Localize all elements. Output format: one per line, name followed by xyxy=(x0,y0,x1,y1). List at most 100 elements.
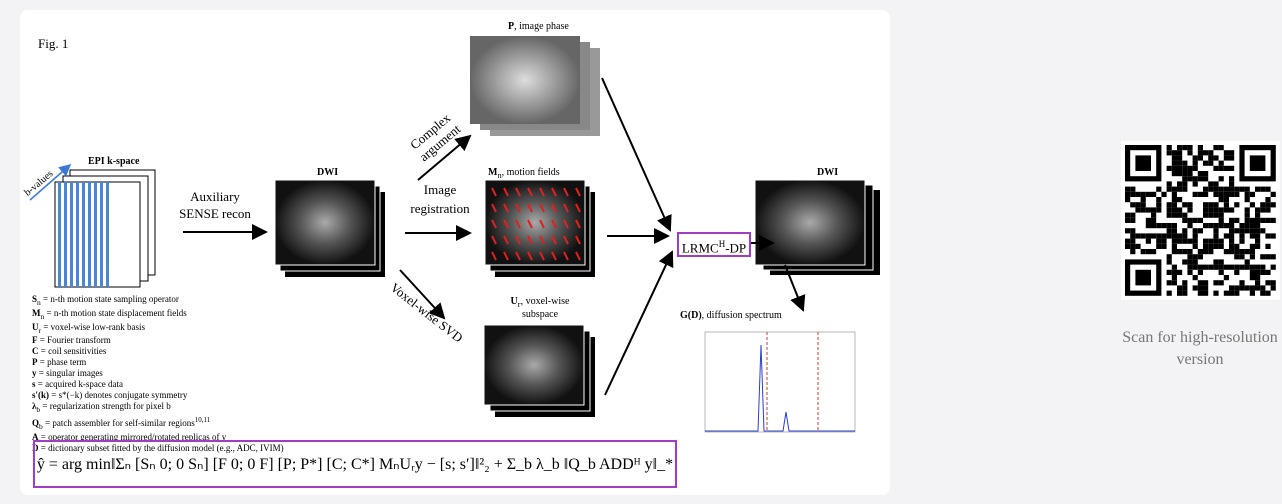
description: = phase term xyxy=(38,357,87,367)
qr-module xyxy=(1172,192,1177,197)
qr-module xyxy=(1234,202,1239,207)
qr-module xyxy=(1177,270,1182,275)
qr-module xyxy=(1245,197,1250,202)
qr-module xyxy=(1245,259,1250,264)
qr-module xyxy=(1203,244,1208,249)
qr-module xyxy=(1193,181,1198,186)
qr-module xyxy=(1245,213,1250,218)
phase-label: P, image phase xyxy=(508,21,569,32)
qr-module xyxy=(1265,254,1270,259)
qr-module xyxy=(1260,228,1265,233)
qr-module xyxy=(1229,265,1234,270)
qr-module xyxy=(1224,192,1229,197)
qr-module xyxy=(1198,285,1203,290)
qr-module xyxy=(1208,187,1213,192)
qr-module xyxy=(1234,187,1239,192)
qr-module xyxy=(1203,280,1208,285)
qr-module xyxy=(1208,155,1213,160)
qr-module xyxy=(1250,223,1255,228)
qr-module xyxy=(1224,291,1229,296)
qr-module xyxy=(1224,275,1229,280)
qr-module xyxy=(1167,280,1172,285)
qr-module xyxy=(1250,228,1255,233)
page: Fig. 1 EPI k-space b-values AuxiliarySEN… xyxy=(0,0,1282,504)
qr-module xyxy=(1219,259,1224,264)
qr-module xyxy=(1151,233,1156,238)
k-space-line xyxy=(82,182,85,287)
qr-module xyxy=(1229,285,1234,290)
qr-module xyxy=(1229,249,1234,254)
qr-module xyxy=(1177,171,1182,176)
qr-module xyxy=(1141,202,1146,207)
qr-module xyxy=(1265,207,1270,212)
qr-module xyxy=(1198,249,1203,254)
qr-module xyxy=(1255,228,1260,233)
qr-module xyxy=(1213,202,1218,207)
qr-module xyxy=(1234,228,1239,233)
text: , diffusion spectrum xyxy=(702,310,782,321)
qr-module xyxy=(1130,233,1135,238)
qr-module xyxy=(1213,244,1218,249)
qr-module xyxy=(1219,197,1224,202)
qr-module xyxy=(1193,166,1198,171)
qr-module xyxy=(1219,218,1224,223)
qr-module xyxy=(1203,192,1208,197)
qr-module xyxy=(1265,187,1270,192)
dwi-in-label: DWI xyxy=(317,167,338,178)
qr-module xyxy=(1198,228,1203,233)
qr-module xyxy=(1187,166,1192,171)
qr-module xyxy=(1167,233,1172,238)
qr-module xyxy=(1250,249,1255,254)
qr-module xyxy=(1229,150,1234,155)
dwi-out-stack xyxy=(755,180,880,275)
qr-module xyxy=(1239,187,1244,192)
qr-module xyxy=(1187,239,1192,244)
epi-stack xyxy=(30,165,155,287)
qr-module xyxy=(1130,228,1135,233)
qr-module xyxy=(1172,150,1177,155)
qr-module xyxy=(1203,239,1208,244)
qr-module xyxy=(1213,265,1218,270)
qr-module xyxy=(1265,280,1270,285)
k-space-line xyxy=(58,182,61,287)
symbol: Q xyxy=(32,418,39,428)
qr-module xyxy=(1271,254,1276,259)
qr-module xyxy=(1182,202,1187,207)
qr-module xyxy=(1193,233,1198,238)
symbol: s′(k) xyxy=(32,390,49,400)
qr-module xyxy=(1187,254,1192,259)
qr-module xyxy=(1250,192,1255,197)
qr-caption: Scan for high-resolution version xyxy=(1105,327,1282,371)
qr-module xyxy=(1151,249,1156,254)
qr-module xyxy=(1193,244,1198,249)
qr-module xyxy=(1219,213,1224,218)
qr-module xyxy=(1271,265,1276,270)
qr-module xyxy=(1229,223,1234,228)
figure-label: Fig. 1 xyxy=(38,36,68,52)
qr-module xyxy=(1198,291,1203,296)
qr-module xyxy=(1229,187,1234,192)
qr-module xyxy=(1250,254,1255,259)
qr-module xyxy=(1198,150,1203,155)
qr-module xyxy=(1193,275,1198,280)
description: = patch assembler for self-similar regio… xyxy=(43,418,195,428)
qr-module xyxy=(1203,285,1208,290)
qr-module xyxy=(1203,161,1208,166)
qr-module xyxy=(1193,218,1198,223)
qr-module xyxy=(1167,145,1172,150)
step-line: registration xyxy=(400,199,480,218)
qr-module xyxy=(1177,187,1182,192)
qr-module xyxy=(1213,233,1218,238)
qr-module xyxy=(1130,187,1135,192)
qr-module xyxy=(1234,285,1239,290)
qr-module xyxy=(1224,187,1229,192)
qr-module xyxy=(1172,244,1177,249)
qr-module xyxy=(1182,218,1187,223)
qr-module xyxy=(1167,228,1172,233)
k-space-line xyxy=(76,182,79,287)
text: , voxel-wise xyxy=(521,296,570,307)
qr-module xyxy=(1177,166,1182,171)
qr-module xyxy=(1224,207,1229,212)
qr-module xyxy=(1224,150,1229,155)
qr-module xyxy=(1125,239,1130,244)
